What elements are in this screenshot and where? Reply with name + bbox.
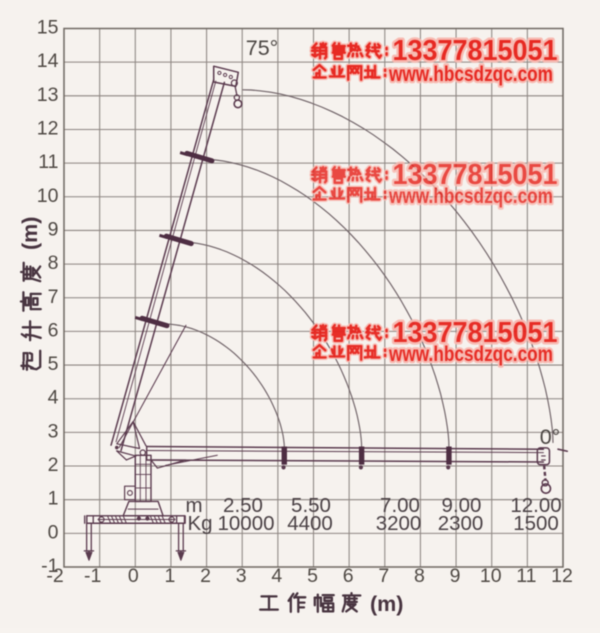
x-tick-label: 10 — [480, 565, 502, 587]
cjk-stroke — [348, 335, 349, 338]
cjk-stroke — [325, 339, 326, 340]
cjk-stroke — [341, 191, 342, 195]
x-tick-label: 3 — [236, 565, 247, 587]
x-tick-label: 7 — [378, 565, 389, 587]
crane-circle — [115, 446, 118, 449]
cjk-stroke — [367, 338, 369, 339]
cjk-stroke — [325, 44, 326, 46]
y-tick-label: 2 — [48, 454, 59, 476]
cjk-stroke — [312, 179, 317, 181]
cjk-stroke — [321, 168, 322, 170]
x-tick-label: 4 — [271, 565, 282, 587]
watermark-url: www.hbcsdzqc.com — [388, 342, 553, 366]
load-table-capacity-value: 10000 — [217, 512, 274, 535]
load-table-capacity-value: 1500 — [513, 512, 559, 535]
cjk-stroke — [321, 326, 322, 328]
cjk-stroke — [351, 332, 353, 333]
cjk-stroke — [378, 168, 380, 170]
y-tick-label: 10 — [37, 185, 59, 207]
y-axis-unit: (m) — [18, 217, 42, 250]
y-tick-label: 3 — [48, 420, 59, 442]
cjk-stroke — [341, 349, 342, 353]
load-table-capacity-value: 2300 — [438, 512, 484, 535]
cjk-stroke — [361, 53, 363, 56]
cjk-stroke — [380, 56, 381, 58]
y-tick-label: 14 — [37, 50, 59, 72]
cjk-stroke — [332, 349, 333, 353]
crane-circle — [359, 466, 362, 469]
y-tick-label: 1 — [48, 488, 59, 510]
load-table-capacity-value: 3200 — [376, 512, 422, 535]
y-tick-label: -1 — [41, 555, 58, 577]
y-tick-label: 13 — [37, 84, 59, 106]
cjk-stroke — [341, 69, 342, 73]
y-tick-label: 0 — [48, 521, 59, 543]
cjk-stroke — [312, 55, 317, 57]
x-tick-label: -1 — [84, 565, 101, 587]
x-tick-label: 2 — [200, 565, 211, 587]
horizontal-boom-collar — [359, 447, 364, 465]
crane-circle — [146, 517, 149, 520]
x-tick-label: 9 — [450, 565, 461, 587]
watermark-url: www.hbcsdzqc.com — [388, 184, 553, 208]
cjk-stroke — [325, 57, 326, 58]
cjk-stroke — [325, 326, 326, 328]
x-tick-label: 12 — [551, 565, 573, 587]
x-tick-label: 1 — [164, 565, 175, 587]
cjk-stroke — [332, 191, 333, 195]
y-tick-label: 11 — [38, 151, 58, 173]
cjk-stroke — [378, 44, 380, 46]
load-table-capacity-row-label: Kg — [187, 512, 212, 535]
cjk-stroke — [348, 177, 349, 180]
crane-circle — [137, 517, 140, 520]
x-tick-label: 6 — [343, 565, 354, 587]
cjk-stroke — [325, 181, 326, 182]
cjk-stroke — [351, 174, 353, 175]
load-table-capacity-value: 4400 — [287, 512, 333, 535]
y-tick-label: 7 — [48, 286, 59, 308]
cjk-stroke — [332, 69, 333, 73]
x-axis-unit: (m) — [370, 592, 403, 616]
y-tick-label: 4 — [48, 387, 59, 409]
x-tick-label: 0 — [128, 565, 139, 587]
cjk-stroke — [348, 53, 349, 56]
y-tick-label: 5 — [48, 353, 59, 375]
y-tick-label: 15 — [37, 17, 59, 39]
y-tick-label: 8 — [48, 252, 59, 274]
cjk-stroke — [361, 177, 363, 180]
crane-circle — [447, 466, 450, 469]
cjk-stroke — [312, 337, 317, 339]
max-boom-angle-label: 75° — [246, 36, 279, 60]
min-boom-angle-label: 0° — [540, 425, 561, 449]
cjk-stroke — [325, 168, 326, 170]
cjk-stroke — [378, 326, 380, 328]
y-tick-label: 9 — [48, 218, 59, 240]
cjk-stroke — [380, 338, 381, 340]
cjk-stroke — [380, 180, 381, 182]
cjk-stroke — [321, 44, 322, 46]
x-tick-label: 11 — [516, 565, 536, 587]
cjk-stroke — [359, 330, 360, 332]
cjk-stroke — [367, 180, 369, 181]
hook-0-links — [544, 465, 545, 480]
y-tick-label: 6 — [48, 319, 59, 341]
horizontal-boom-collar — [282, 447, 287, 465]
x-tick-label: 8 — [414, 565, 425, 587]
watermark-url: www.hbcsdzqc.com — [388, 62, 553, 86]
y-tick-label: 12 — [37, 117, 59, 139]
x-tick-label: 5 — [307, 565, 318, 587]
cjk-stroke — [359, 172, 360, 174]
cjk-stroke — [367, 56, 369, 57]
cjk-stroke — [351, 50, 353, 51]
cjk-stroke — [359, 48, 360, 50]
cjk-stroke — [361, 335, 363, 338]
horizontal-boom-collar — [446, 447, 451, 465]
crane-circle — [282, 466, 285, 469]
